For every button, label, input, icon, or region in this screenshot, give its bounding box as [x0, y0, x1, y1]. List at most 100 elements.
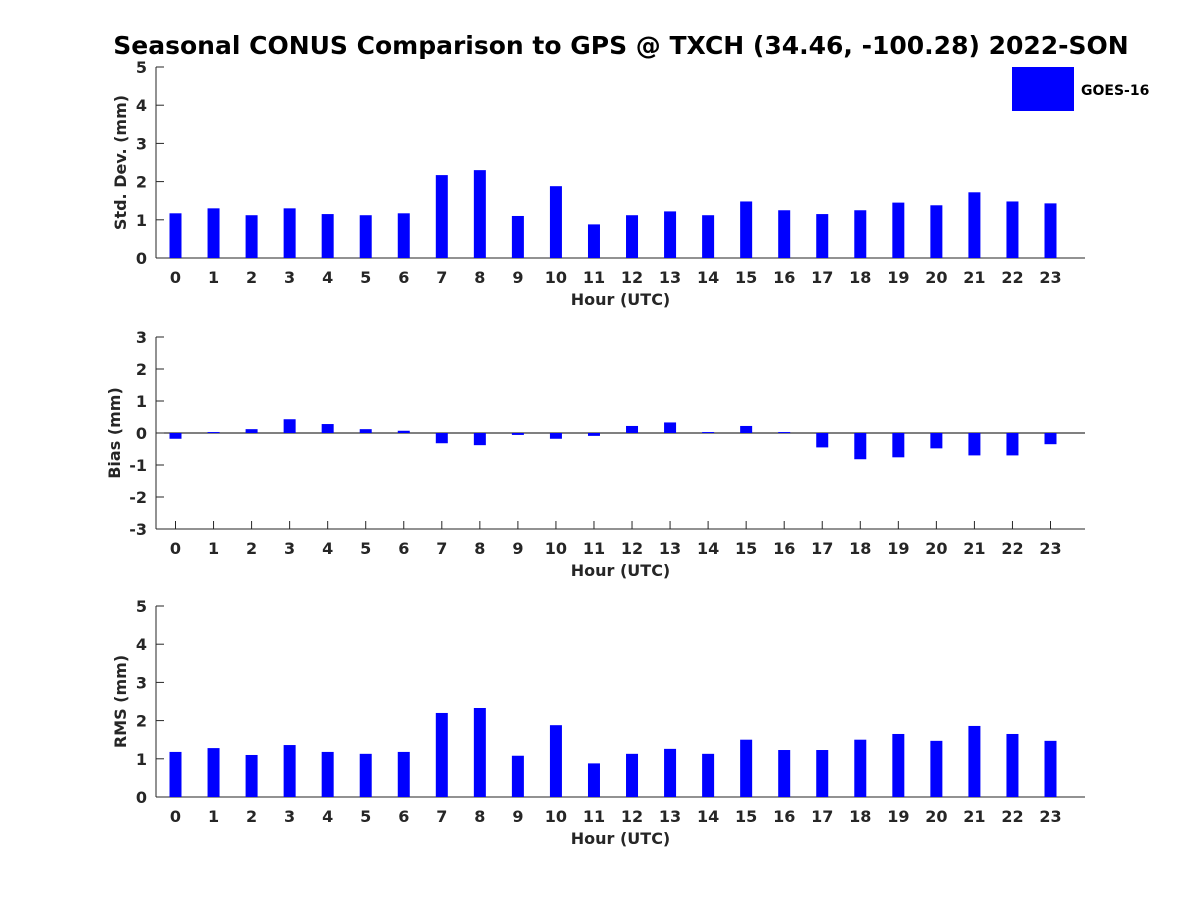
x-tick-label: 23 — [1039, 807, 1061, 826]
bar — [321, 424, 334, 433]
x-tick-label: 8 — [474, 807, 485, 826]
bar — [587, 433, 600, 436]
y-tick-label: 3 — [136, 673, 147, 692]
bar — [892, 202, 905, 258]
bar — [778, 432, 791, 434]
bar — [359, 215, 372, 258]
x-tick-label: 14 — [697, 807, 719, 826]
x-tick-label: 10 — [545, 268, 567, 287]
bar — [473, 433, 486, 446]
x-tick-label: 21 — [963, 807, 985, 826]
bar — [169, 213, 182, 258]
bar — [740, 201, 753, 258]
x-tick-label: 23 — [1039, 268, 1061, 287]
bar — [1044, 433, 1057, 445]
bar — [587, 763, 600, 797]
x-tick-label: 11 — [583, 539, 605, 558]
x-axis-label: Hour (UTC) — [571, 829, 671, 848]
y-tick-label: 1 — [136, 750, 147, 769]
bar — [321, 751, 334, 797]
bar — [359, 429, 372, 433]
bar — [1044, 203, 1057, 258]
bar — [245, 215, 258, 258]
bar — [968, 433, 981, 456]
bar — [473, 170, 486, 258]
bar — [930, 433, 943, 449]
x-tick-label: 6 — [398, 268, 409, 287]
x-tick-label: 0 — [170, 268, 181, 287]
x-tick-label: 18 — [849, 539, 871, 558]
x-tick-label: 15 — [735, 807, 757, 826]
x-tick-label: 23 — [1039, 539, 1061, 558]
bar — [245, 754, 258, 797]
bar — [892, 733, 905, 797]
y-tick-label: 3 — [136, 134, 147, 153]
bar — [854, 433, 867, 460]
x-tick-label: 12 — [621, 539, 643, 558]
x-tick-label: 17 — [811, 539, 833, 558]
x-tick-label: 22 — [1001, 268, 1023, 287]
x-tick-label: 3 — [284, 268, 295, 287]
bar — [397, 213, 410, 258]
y-tick-label: 4 — [136, 635, 147, 654]
y-tick-label: -3 — [129, 520, 147, 539]
bar — [626, 425, 639, 433]
x-tick-label: 15 — [735, 539, 757, 558]
x-tick-label: 20 — [925, 539, 947, 558]
x-tick-label: 15 — [735, 268, 757, 287]
x-tick-label: 5 — [360, 539, 371, 558]
x-tick-label: 8 — [474, 539, 485, 558]
x-tick-label: 17 — [811, 807, 833, 826]
bar — [549, 433, 562, 439]
bar — [702, 753, 715, 797]
x-tick-label: 21 — [963, 539, 985, 558]
bar — [702, 432, 715, 434]
bar — [169, 751, 182, 797]
bar — [778, 750, 791, 797]
x-tick-label: 3 — [284, 807, 295, 826]
x-tick-label: 19 — [887, 807, 909, 826]
x-tick-label: 11 — [583, 807, 605, 826]
bar — [397, 751, 410, 797]
chart-title: Seasonal CONUS Comparison to GPS @ TXCH … — [113, 31, 1128, 60]
x-tick-label: 2 — [246, 807, 257, 826]
x-tick-label: 1 — [208, 539, 219, 558]
bar — [1006, 733, 1019, 797]
x-tick-label: 5 — [360, 268, 371, 287]
bar — [435, 433, 448, 444]
y-axis-label: RMS (mm) — [111, 655, 130, 748]
bar — [854, 210, 867, 258]
bar — [283, 419, 296, 433]
y-tick-label: -2 — [129, 488, 147, 507]
bar — [473, 707, 486, 797]
x-tick-label: 17 — [811, 268, 833, 287]
x-tick-label: 19 — [887, 268, 909, 287]
x-tick-label: 8 — [474, 268, 485, 287]
y-tick-label: 0 — [136, 788, 147, 807]
x-tick-label: 21 — [963, 268, 985, 287]
x-tick-label: 1 — [208, 268, 219, 287]
x-tick-label: 20 — [925, 268, 947, 287]
x-tick-label: 22 — [1001, 807, 1023, 826]
x-tick-label: 20 — [925, 807, 947, 826]
x-tick-label: 10 — [545, 539, 567, 558]
x-axis-label: Hour (UTC) — [571, 290, 671, 309]
legend-label: GOES-16 — [1081, 83, 1149, 99]
x-tick-label: 0 — [170, 539, 181, 558]
x-tick-label: 9 — [512, 268, 523, 287]
bar — [435, 175, 448, 258]
x-tick-label: 2 — [246, 268, 257, 287]
bar — [207, 748, 220, 797]
bar — [664, 748, 677, 797]
x-tick-label: 9 — [512, 807, 523, 826]
y-tick-label: 3 — [136, 328, 147, 347]
x-tick-label: 0 — [170, 807, 181, 826]
x-tick-label: 7 — [436, 539, 447, 558]
y-tick-label: 1 — [136, 392, 147, 411]
bar — [816, 214, 829, 258]
x-tick-label: 4 — [322, 539, 333, 558]
x-tick-label: 22 — [1001, 539, 1023, 558]
